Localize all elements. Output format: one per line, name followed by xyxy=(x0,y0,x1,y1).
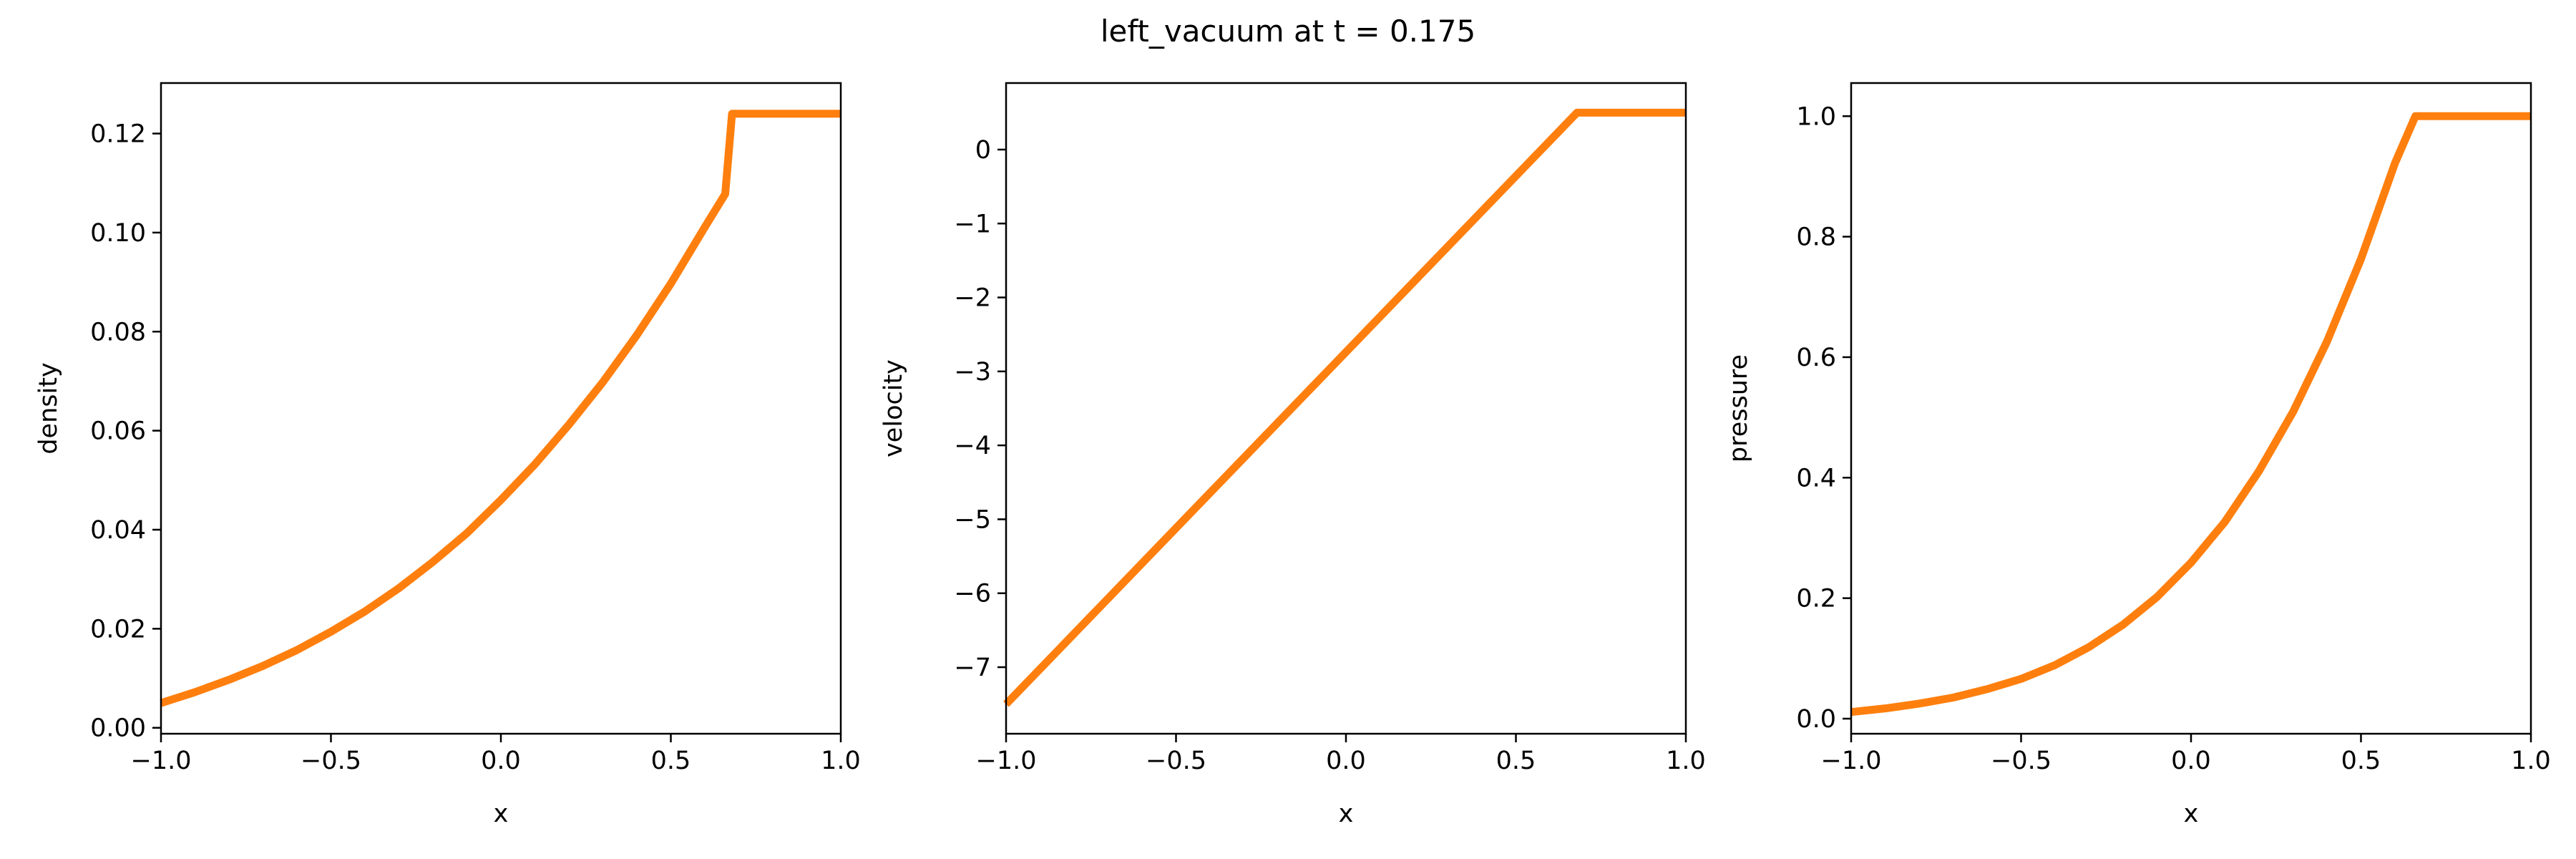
velocity-y-tick-label: −6 xyxy=(954,580,991,608)
pressure-y-tick-label: 1.0 xyxy=(1796,102,1836,131)
velocity-y-tick-label: −4 xyxy=(954,432,991,460)
density-y-tick-label: 0.04 xyxy=(90,516,146,545)
pressure-x-axis-label: x xyxy=(2184,800,2199,828)
pressure-x-tick-label: −1.0 xyxy=(1821,747,1882,775)
pressure-x-tick-label: 0.0 xyxy=(2171,747,2211,775)
velocity-x-tick-label: 0.5 xyxy=(1496,747,1536,775)
pressure-x-tick-label: 0.5 xyxy=(2341,747,2381,775)
velocity-x-tick-label: −0.5 xyxy=(1146,747,1206,775)
density-y-tick-label: 0.02 xyxy=(90,615,146,644)
density-series-line xyxy=(160,110,841,707)
pressure-panel: −1.0 −0.5 0.0 0.5 1.0 0.0 0.2 0.4 0.6 0.8 1.0 x pres… xyxy=(1724,82,2551,828)
velocity-y-tick-label: 0 xyxy=(975,136,991,165)
velocity-x-tick-label: 1.0 xyxy=(1666,747,1706,775)
velocity-y-tick-label: −1 xyxy=(954,210,991,238)
density-y-tick-label: 0.12 xyxy=(90,120,146,149)
density-panel: −1.0 −0.5 0.0 0.5 1.0 0.00 0.02 0.04 0.06 0.08 0.1… xyxy=(34,82,861,828)
velocity-panel: −1.0 −0.5 0.0 0.5 1.0 −7 −6 −5 −4 −3 −2 −1 0 x velocit… xyxy=(879,82,1706,828)
density-x-axis-label: x xyxy=(494,800,509,828)
velocity-y-axis-label: velocity xyxy=(879,359,908,457)
pressure-x-tick-label: 1.0 xyxy=(2511,747,2551,775)
density-x-tick-label: 1.0 xyxy=(821,747,861,775)
pressure-y-tick-label: 0.8 xyxy=(1796,223,1836,252)
velocity-series-line xyxy=(1003,108,1686,707)
pressure-series-line xyxy=(1850,112,2531,717)
velocity-y-tick-label: −3 xyxy=(954,358,991,387)
velocity-y-tick-label: −7 xyxy=(954,654,991,682)
pressure-x-tick-label: −0.5 xyxy=(1991,747,2051,775)
velocity-x-tick-label: 0.0 xyxy=(1326,747,1366,775)
density-y-tick-label: 0.10 xyxy=(90,219,146,248)
velocity-x-axis-label: x xyxy=(1339,800,1354,828)
density-y-tick-label: 0.00 xyxy=(90,714,146,743)
density-x-tick-label: −1.0 xyxy=(131,747,192,775)
density-x-tick-label: −0.5 xyxy=(301,747,361,775)
density-x-tick-label: 0.0 xyxy=(481,747,521,775)
velocity-x-tick-label: −1.0 xyxy=(976,747,1037,775)
figure-title: left_vacuum at t = 0.175 xyxy=(1101,14,1475,49)
density-y-axis-label: density xyxy=(34,362,63,454)
velocity-y-tick-label: −5 xyxy=(954,505,991,534)
density-y-tick-label: 0.08 xyxy=(90,318,146,346)
density-y-tick-label: 0.06 xyxy=(90,417,146,446)
pressure-y-tick-label: 0.0 xyxy=(1796,705,1836,734)
panels-container: −1.0 −0.5 0.0 0.5 1.00.000.020.040.060.080.1… xyxy=(34,82,2551,828)
velocity-y-tick-label: −2 xyxy=(954,284,991,313)
pressure-y-tick-label: 0.6 xyxy=(1796,344,1836,372)
density-x-tick-label: 0.5 xyxy=(651,747,691,775)
pressure-y-tick-label: 0.4 xyxy=(1796,464,1836,492)
pressure-y-axis-label: pressure xyxy=(1724,354,1753,462)
pressure-y-tick-label: 0.2 xyxy=(1796,585,1836,613)
